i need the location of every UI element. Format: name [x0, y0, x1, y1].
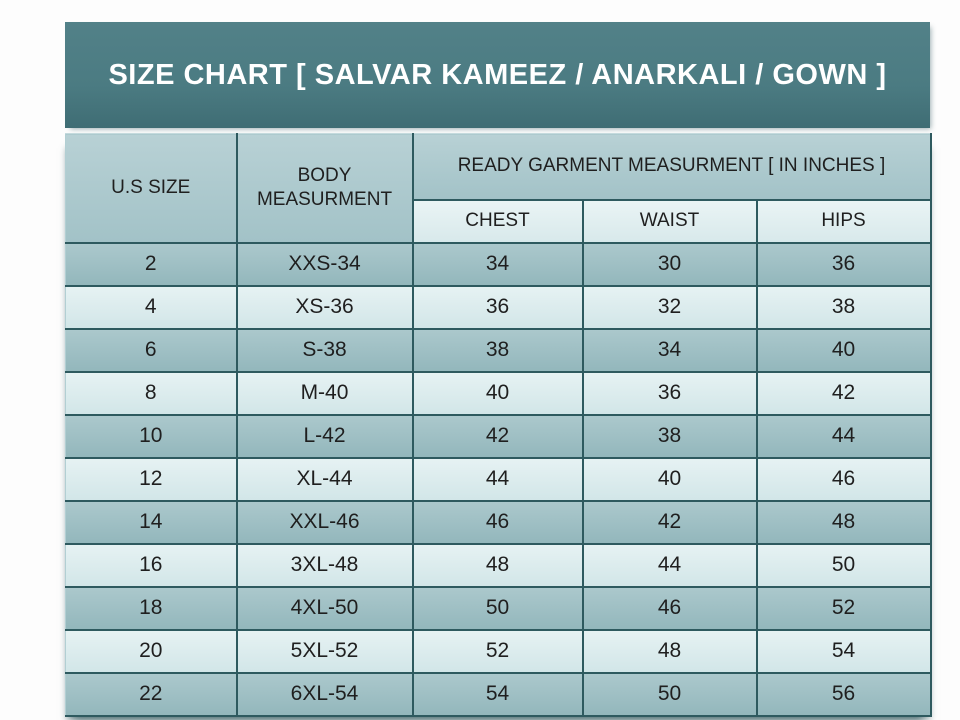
cell-body-measurement: XXS-34 [235, 241, 414, 287]
cell-chest: 46 [411, 499, 584, 545]
cell-chest: 40 [411, 370, 584, 416]
table-row: 22 6XL-54 54 50 56 [65, 671, 932, 717]
size-table-body: 2 XXS-34 34 30 36 4 XS-36 36 32 38 6 S-38 38 34 40 8 M-4… [65, 241, 932, 717]
table-row: 20 5XL-52 52 48 54 [65, 628, 932, 674]
cell-waist: 30 [581, 241, 758, 287]
cell-waist: 34 [581, 327, 758, 373]
cell-hips: 50 [755, 542, 932, 588]
table-row: 4 XS-36 36 32 38 [65, 284, 932, 330]
cell-chest: 52 [411, 628, 584, 674]
cell-body-measurement: M-40 [235, 370, 414, 416]
table-row: 14 XXL-46 46 42 48 [65, 499, 932, 545]
cell-hips: 54 [755, 628, 932, 674]
cell-body-measurement: XXL-46 [235, 499, 414, 545]
cell-hips: 56 [755, 671, 932, 717]
header-waist: WAIST [581, 198, 758, 244]
cell-us-size: 16 [65, 542, 238, 588]
header-body-measurement: BODY MEASURMENT [235, 133, 414, 244]
cell-hips: 52 [755, 585, 932, 631]
cell-us-size: 8 [65, 370, 238, 416]
cell-us-size: 20 [65, 628, 238, 674]
cell-waist: 42 [581, 499, 758, 545]
cell-body-measurement: 6XL-54 [235, 671, 414, 717]
cell-hips: 46 [755, 456, 932, 502]
cell-chest: 36 [411, 284, 584, 330]
table-row: 10 L-42 42 38 44 [65, 413, 932, 459]
cell-hips: 38 [755, 284, 932, 330]
cell-chest: 44 [411, 456, 584, 502]
cell-hips: 36 [755, 241, 932, 287]
cell-chest: 48 [411, 542, 584, 588]
table-row: 8 M-40 40 36 42 [65, 370, 932, 416]
table-row: 12 XL-44 44 40 46 [65, 456, 932, 502]
cell-body-measurement: S-38 [235, 327, 414, 373]
cell-hips: 40 [755, 327, 932, 373]
cell-waist: 44 [581, 542, 758, 588]
cell-waist: 40 [581, 456, 758, 502]
cell-body-measurement: L-42 [235, 413, 414, 459]
cell-waist: 36 [581, 370, 758, 416]
cell-chest: 50 [411, 585, 584, 631]
cell-waist: 38 [581, 413, 758, 459]
cell-hips: 48 [755, 499, 932, 545]
cell-body-measurement: 5XL-52 [235, 628, 414, 674]
table-row: 18 4XL-50 50 46 52 [65, 585, 932, 631]
header-row-sub: CHEST WAIST HIPS [66, 198, 932, 244]
cell-body-measurement: XL-44 [235, 456, 414, 502]
chart-title-band: SIZE CHART [ SALVAR KAMEEZ / ANARKALI / … [65, 22, 930, 128]
table-header: U.S SIZE BODY MEASURMENT READY GARMENT M… [65, 133, 932, 244]
cell-chest: 42 [411, 413, 584, 459]
header-us-size: U.S SIZE [65, 133, 238, 244]
cell-us-size: 22 [65, 671, 238, 717]
cell-us-size: 10 [65, 413, 238, 459]
header-chest: CHEST [412, 198, 584, 244]
cell-waist: 46 [581, 585, 758, 631]
cell-waist: 32 [581, 284, 758, 330]
header-ready-garment-measurement: READY GARMENT MEASURMENT [ IN INCHES ] [411, 133, 932, 201]
size-chart-table: U.S SIZE BODY MEASURMENT READY GARMENT M… [65, 133, 932, 717]
table-row: 16 3XL-48 48 44 50 [65, 542, 932, 588]
header-row-main: U.S SIZE BODY MEASURMENT READY GARMENT M… [65, 133, 932, 244]
cell-us-size: 18 [65, 585, 238, 631]
cell-body-measurement: 4XL-50 [235, 585, 414, 631]
cell-body-measurement: XS-36 [235, 284, 414, 330]
cell-body-measurement: 3XL-48 [235, 542, 414, 588]
cell-hips: 44 [755, 413, 932, 459]
table-row: 2 XXS-34 34 30 36 [65, 241, 932, 287]
cell-us-size: 6 [65, 327, 238, 373]
chart-title: SIZE CHART [ SALVAR KAMEEZ / ANARKALI / … [108, 58, 887, 91]
cell-us-size: 4 [65, 284, 238, 330]
cell-waist: 50 [581, 671, 758, 717]
cell-waist: 48 [581, 628, 758, 674]
cell-chest: 54 [411, 671, 584, 717]
cell-hips: 42 [755, 370, 932, 416]
cell-us-size: 2 [65, 241, 238, 287]
cell-chest: 34 [411, 241, 584, 287]
cell-chest: 38 [411, 327, 584, 373]
header-hips: HIPS [755, 198, 932, 244]
table-row: 6 S-38 38 34 40 [65, 327, 932, 373]
cell-us-size: 14 [65, 499, 238, 545]
size-chart-graphic: SIZE CHART [ SALVAR KAMEEZ / ANARKALI / … [65, 22, 932, 717]
cell-us-size: 12 [65, 456, 238, 502]
